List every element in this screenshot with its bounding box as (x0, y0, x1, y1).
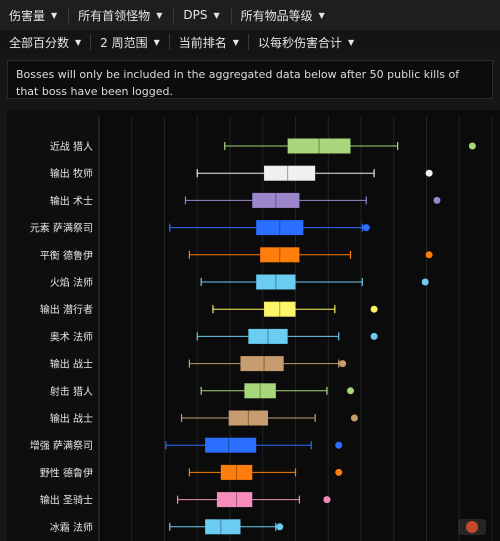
dropdown-ranking[interactable]: 当前排名 ▼ (178, 35, 239, 50)
box-plot-panel: 近战 猎人输出 牧师输出 术士元素 萨满祭司平衡 德鲁伊火焰 法师输出 潜行者奥… (7, 110, 500, 541)
box (252, 192, 300, 208)
outlier-point (433, 196, 441, 204)
divider (230, 7, 232, 23)
category-label: 火焰 法师 (50, 276, 93, 289)
caret-down-icon: ▼ (347, 37, 355, 47)
divider (168, 34, 170, 50)
caret-down-icon: ▼ (51, 10, 58, 20)
category-label: 输出 牧师 (50, 167, 93, 180)
outlier-point (425, 169, 433, 177)
notice-box: Bosses will only be included in the aggr… (7, 60, 493, 99)
divider (173, 7, 175, 23)
outlier-point (339, 360, 347, 368)
outlier-point (347, 387, 355, 395)
filter-bar: 伤害量 ▼ 所有首领怪物 ▼ DPS ▼ 所有物品等级 ▼ (0, 0, 500, 31)
box (256, 274, 296, 290)
box (264, 301, 296, 317)
outlier-point (425, 251, 433, 259)
category-label: 近战 猎人 (50, 140, 93, 153)
box (264, 165, 316, 181)
caret-down-icon: ▼ (318, 10, 325, 20)
divider (247, 34, 249, 50)
box (260, 247, 300, 263)
outlier-point (468, 142, 476, 150)
divider (68, 7, 70, 23)
outlier-point (335, 468, 343, 476)
caret-down-icon: ▼ (156, 10, 163, 20)
box (205, 519, 241, 535)
box (244, 383, 276, 399)
outlier-point (421, 278, 429, 286)
box (220, 464, 253, 480)
caret-down-icon: ▼ (213, 10, 220, 20)
category-label: 奥术 法师 (50, 330, 93, 343)
category-label: 输出 战士 (50, 358, 93, 371)
box (248, 328, 288, 344)
dropdown-timeframe[interactable]: 2 周范围 ▼ (100, 35, 160, 50)
caret-down-icon: ▼ (153, 37, 160, 47)
box (228, 410, 268, 426)
box (205, 437, 257, 453)
outlier-point (335, 441, 343, 449)
category-label: 输出 术士 (50, 194, 93, 207)
divider (90, 34, 92, 50)
category-label: 元素 萨满祭司 (30, 222, 93, 235)
box (216, 492, 253, 508)
logo-icon (466, 521, 478, 533)
category-label: 冰霜 法师 (50, 521, 93, 534)
box (256, 220, 304, 236)
dropdown-metric[interactable]: 伤害量 ▼ (9, 8, 58, 23)
dropdown-item-level[interactable]: 所有物品等级 ▼ (240, 8, 325, 23)
dropdown-dps[interactable]: DPS ▼ (183, 8, 220, 22)
caret-down-icon: ▼ (75, 37, 82, 47)
outlier-point (323, 496, 331, 504)
category-label: 输出 圣骑士 (40, 494, 93, 507)
watermark (458, 519, 486, 535)
outlier-point (362, 224, 370, 232)
category-label: 输出 潜行者 (40, 303, 93, 316)
category-label: 增强 萨满祭司 (30, 439, 93, 452)
box (287, 138, 351, 154)
dropdown-boss[interactable]: 所有首领怪物 ▼ (78, 8, 163, 23)
category-label: 输出 战士 (50, 412, 93, 425)
outlier-point (350, 414, 358, 422)
dropdown-aggregation[interactable]: 以每秒伤害合计 ▼ (257, 35, 355, 50)
category-label: 野性 德鲁伊 (40, 466, 93, 479)
outlier-point (276, 523, 284, 531)
sub-filter-bar: 全部百分数 ▼ 2 周范围 ▼ 当前排名 ▼ 以每秒伤害合计 ▼ (0, 30, 500, 54)
caret-down-icon: ▼ (232, 37, 239, 47)
outlier-point (370, 305, 378, 313)
category-label: 射击 猎人 (50, 385, 93, 398)
category-label: 平衡 德鲁伊 (40, 249, 93, 262)
dropdown-percentile[interactable]: 全部百分数 ▼ (9, 35, 82, 50)
label-column (7, 110, 99, 541)
box (240, 356, 284, 372)
outlier-point (370, 332, 378, 340)
